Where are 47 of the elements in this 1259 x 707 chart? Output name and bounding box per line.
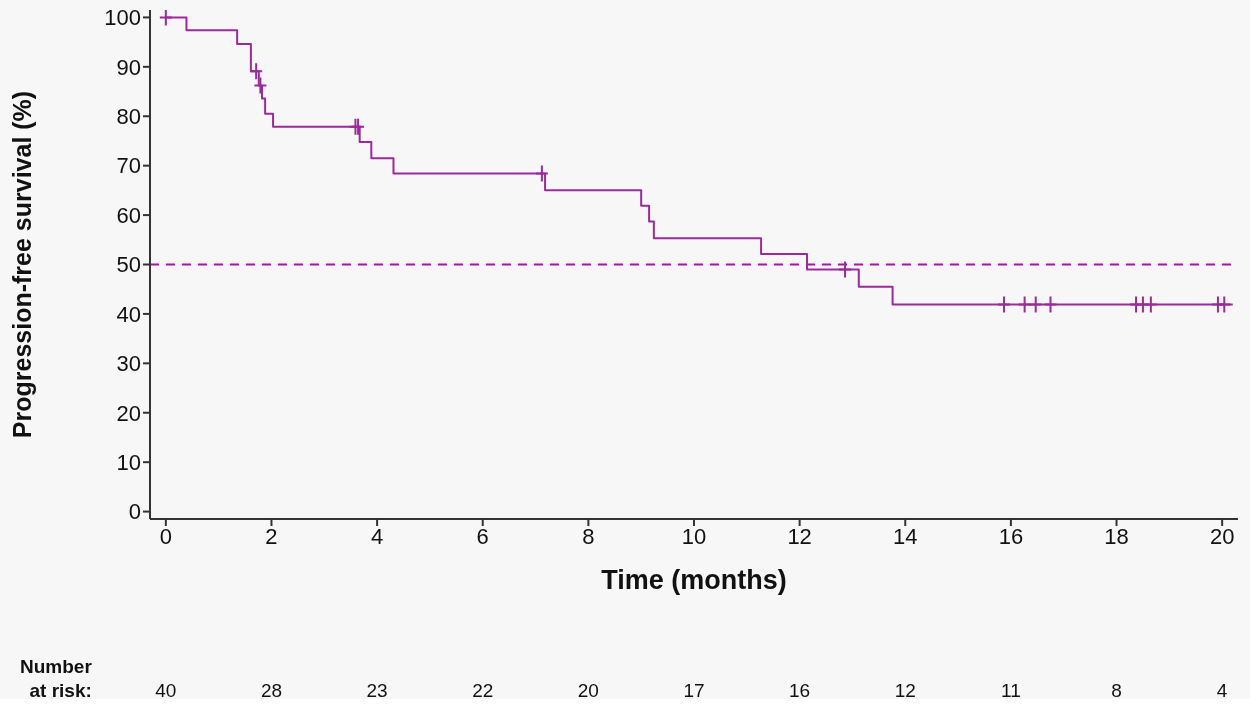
text: 8	[1110, 680, 1123, 702]
text: 40	[154, 680, 178, 702]
text: 4	[1215, 680, 1229, 702]
x-tick-label: 14	[893, 523, 918, 549]
y-tick-label: 100	[104, 5, 141, 31]
x-tick-label: 0	[159, 523, 172, 549]
x-tick-label: 12	[787, 523, 812, 549]
y-axis-title: Progression-free survival (%)	[7, 90, 36, 439]
point	[838, 260, 853, 279]
text: 22	[471, 680, 495, 702]
text: 28	[259, 680, 284, 702]
text: Number at risk:	[20, 655, 92, 703]
x-tick-label: 2	[265, 523, 278, 549]
x-axis-title: Time (months)	[601, 565, 787, 595]
text: 12	[893, 680, 917, 702]
y-tick-label: 10	[116, 449, 141, 475]
y-tick-label: 30	[116, 351, 141, 377]
x-tick-label: 20	[1209, 523, 1235, 549]
x-tick-label: 10	[681, 523, 707, 549]
x-tick-label: 8	[582, 523, 595, 549]
x-tick-label: 16	[998, 523, 1024, 549]
x-tick-label: 18	[1104, 523, 1129, 549]
text: 23	[365, 680, 389, 702]
point	[534, 164, 549, 183]
y-tick-label: 90	[116, 54, 141, 80]
y-tick-label: 60	[116, 202, 141, 228]
text: 16	[788, 680, 812, 702]
point	[249, 62, 264, 81]
point	[253, 76, 268, 95]
text: 11	[1000, 680, 1022, 702]
point	[1043, 295, 1058, 314]
y-tick-label: 20	[116, 400, 141, 426]
y-tick-label: 0	[128, 499, 141, 525]
text: 20	[576, 680, 600, 702]
y-tick-label: 50	[116, 252, 141, 278]
x-tick-label: 4	[370, 523, 384, 549]
text: 17	[682, 680, 706, 702]
point	[1143, 295, 1158, 314]
point	[997, 295, 1012, 314]
point	[1028, 295, 1043, 314]
y-tick-label: 80	[116, 104, 141, 130]
y-tick-label: 40	[116, 301, 141, 327]
y-tick-label: 70	[116, 153, 141, 179]
point	[1017, 295, 1032, 314]
x-tick-label: 6	[476, 523, 489, 549]
point	[1217, 295, 1232, 314]
point	[158, 10, 173, 27]
